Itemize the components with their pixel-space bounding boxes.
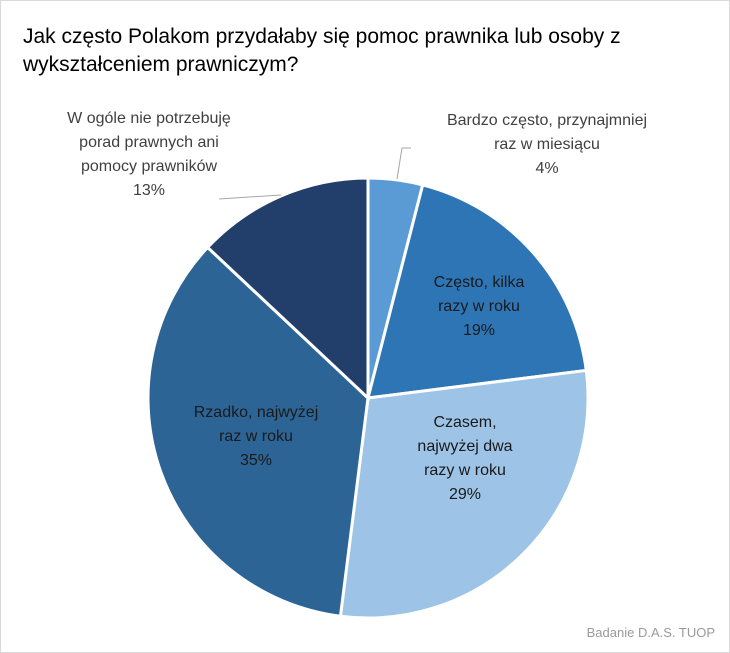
slice-label-line: Często, kilka xyxy=(433,274,525,291)
leader-line xyxy=(218,194,282,200)
slice-label-line: porad prawnych ani xyxy=(79,134,219,151)
slice-value-label: 35% xyxy=(239,452,273,469)
slice-label: W ogóle nie potrzebuję porad prawnych ani… xyxy=(19,107,279,203)
pie-slice xyxy=(365,183,588,400)
pie-slice xyxy=(338,368,590,620)
pie-slice xyxy=(146,245,370,618)
slice-label-line: raz w miesiącu xyxy=(494,136,600,153)
slice-label: Czasem, najwyżej dwa razy w roku 29% xyxy=(335,411,595,507)
slice-label-line: razy w roku xyxy=(438,298,520,315)
slice-label: Bardzo często, przynajmniej raz w miesiąc… xyxy=(417,109,677,181)
slice-value-label: 29% xyxy=(448,486,482,503)
slice-label: Rzadko, najwyżej raz w roku 35% xyxy=(126,401,386,473)
slice-label-line: razy w roku xyxy=(424,462,506,479)
slice-value-label: 4% xyxy=(535,160,559,177)
slice-value-label: 19% xyxy=(462,322,496,339)
slice-label: Często, kilka razy w roku 19% xyxy=(349,271,609,343)
slice-label-line: Bardzo często, przynajmniej xyxy=(446,112,648,129)
slice-value-label: 13% xyxy=(132,182,166,199)
slice-label-line: raz w roku xyxy=(219,428,293,445)
chart-title: Jak często Polakom przydałaby się pomoc … xyxy=(23,25,621,76)
slice-label-line: Czasem, xyxy=(433,414,497,431)
slice-label-line: pomocy prawników xyxy=(80,158,218,175)
leader-line xyxy=(396,147,411,180)
slice-label-line: W ogóle nie potrzebuję xyxy=(67,110,231,127)
slice-label-line: Rzadko, najwyżej xyxy=(193,404,319,421)
source-note: Badanie D.A.S. TUOP xyxy=(586,625,715,640)
slice-label-line: najwyżej dwa xyxy=(417,438,513,455)
pie-slice xyxy=(205,176,370,402)
